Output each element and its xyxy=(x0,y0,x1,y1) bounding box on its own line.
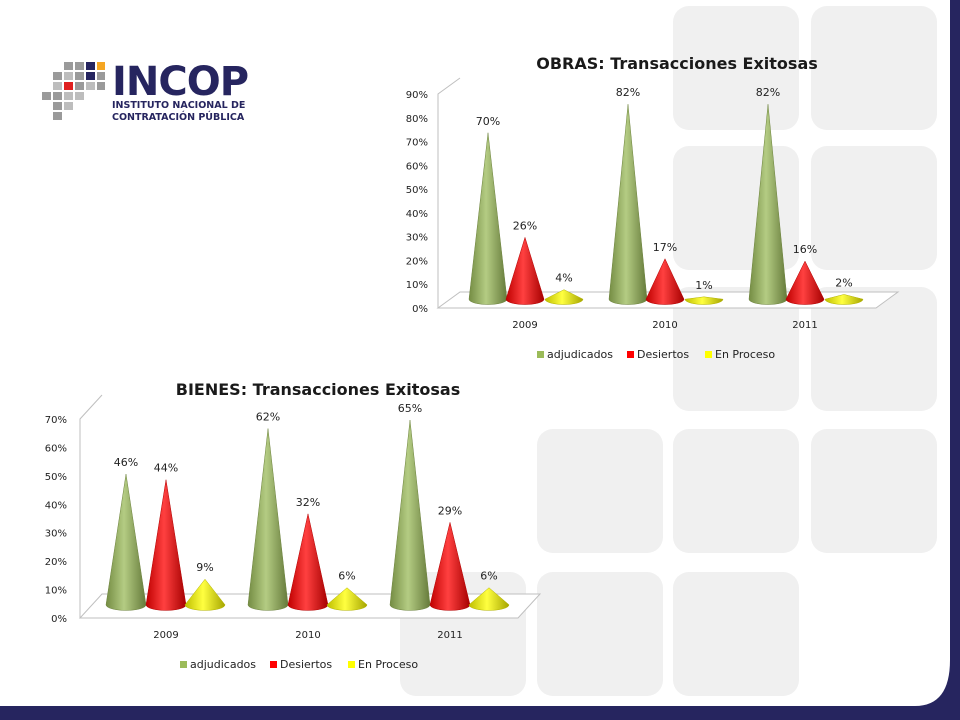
y-tick-label: 80% xyxy=(406,114,428,125)
data-label: 44% xyxy=(154,462,178,475)
chart-title: OBRAS: Transacciones Exitosas xyxy=(536,54,818,73)
legend-swatch xyxy=(348,661,355,668)
axis-wall xyxy=(437,77,461,308)
cone-bar xyxy=(184,578,226,611)
y-tick-label: 50% xyxy=(45,472,67,483)
cone-bar xyxy=(824,294,864,305)
data-label: 16% xyxy=(793,243,817,256)
x-tick-label: 2010 xyxy=(295,630,320,641)
cone-bar xyxy=(785,260,825,305)
cone-bar xyxy=(544,289,584,305)
data-label: 6% xyxy=(480,570,497,583)
cone-bar xyxy=(287,513,329,611)
data-label: 65% xyxy=(398,402,422,415)
y-tick-label: 70% xyxy=(45,415,67,426)
legend-swatch xyxy=(705,351,712,358)
x-tick-label: 2009 xyxy=(153,630,178,641)
cone-bar xyxy=(247,428,289,611)
y-tick-label: 60% xyxy=(406,161,428,172)
cone-bar xyxy=(645,258,685,305)
data-label: 82% xyxy=(756,86,780,99)
y-tick-label: 70% xyxy=(406,138,428,149)
data-label: 9% xyxy=(196,561,213,574)
legend-swatch xyxy=(537,351,544,358)
cone-bar xyxy=(389,419,431,611)
data-label: 29% xyxy=(438,504,462,517)
y-tick-label: 40% xyxy=(406,209,428,220)
legend-item: En Proceso xyxy=(715,348,775,361)
data-label: 62% xyxy=(256,411,280,424)
data-label: 82% xyxy=(616,86,640,99)
data-label: 6% xyxy=(338,570,355,583)
legend-item: En Proceso xyxy=(358,658,418,671)
legend-item: adjudicados xyxy=(190,658,256,671)
y-tick-label: 0% xyxy=(51,614,67,625)
data-label: 46% xyxy=(114,456,138,469)
legend-swatch xyxy=(270,661,277,668)
cone-bar xyxy=(468,587,510,611)
cone-bar xyxy=(145,479,187,611)
y-tick-label: 50% xyxy=(406,185,428,196)
data-label: 17% xyxy=(653,241,677,254)
legend-swatch xyxy=(180,661,187,668)
legend-swatch xyxy=(627,351,634,358)
y-tick-label: 60% xyxy=(45,443,67,454)
y-tick-label: 20% xyxy=(45,557,67,568)
y-tick-label: 30% xyxy=(406,233,428,244)
y-tick-label: 0% xyxy=(412,304,428,315)
data-label: 4% xyxy=(555,272,572,285)
cone-bar xyxy=(684,296,724,305)
logo-subtitle-line2: CONTRATACIÓN PÚBLICA xyxy=(112,112,245,123)
y-tick-label: 20% xyxy=(406,256,428,267)
y-tick-label: 30% xyxy=(45,529,67,540)
y-tick-label: 10% xyxy=(45,586,67,597)
chart-title: BIENES: Transacciones Exitosas xyxy=(176,380,460,399)
cone-bar xyxy=(505,236,545,305)
y-tick-label: 90% xyxy=(406,90,428,101)
cone-bar xyxy=(105,473,147,611)
data-label: 26% xyxy=(513,219,537,232)
x-tick-label: 2011 xyxy=(437,630,462,641)
x-tick-label: 2011 xyxy=(792,320,817,331)
legend-item: Desiertos xyxy=(637,348,689,361)
cone-bar xyxy=(429,522,471,611)
y-tick-label: 40% xyxy=(45,500,67,511)
y-tick-label: 10% xyxy=(406,280,428,291)
logo-mark-icon xyxy=(42,62,105,120)
logo-subtitle-line1: INSTITUTO NACIONAL DE xyxy=(112,100,246,111)
cone-bar xyxy=(326,587,368,611)
data-label: 32% xyxy=(296,496,320,509)
data-label: 1% xyxy=(695,279,712,292)
axis-wall xyxy=(79,394,103,618)
x-tick-label: 2010 xyxy=(652,320,677,331)
incop-logo: INCOP INSTITUTO NACIONAL DE CONTRATACIÓN… xyxy=(40,60,260,130)
logo-wordmark: INCOP xyxy=(112,59,249,105)
data-label: 70% xyxy=(476,115,500,128)
data-label: 2% xyxy=(835,276,852,289)
legend-item: adjudicados xyxy=(547,348,613,361)
x-tick-label: 2009 xyxy=(512,320,537,331)
background-tiles xyxy=(400,6,937,696)
legend-item: Desiertos xyxy=(280,658,332,671)
